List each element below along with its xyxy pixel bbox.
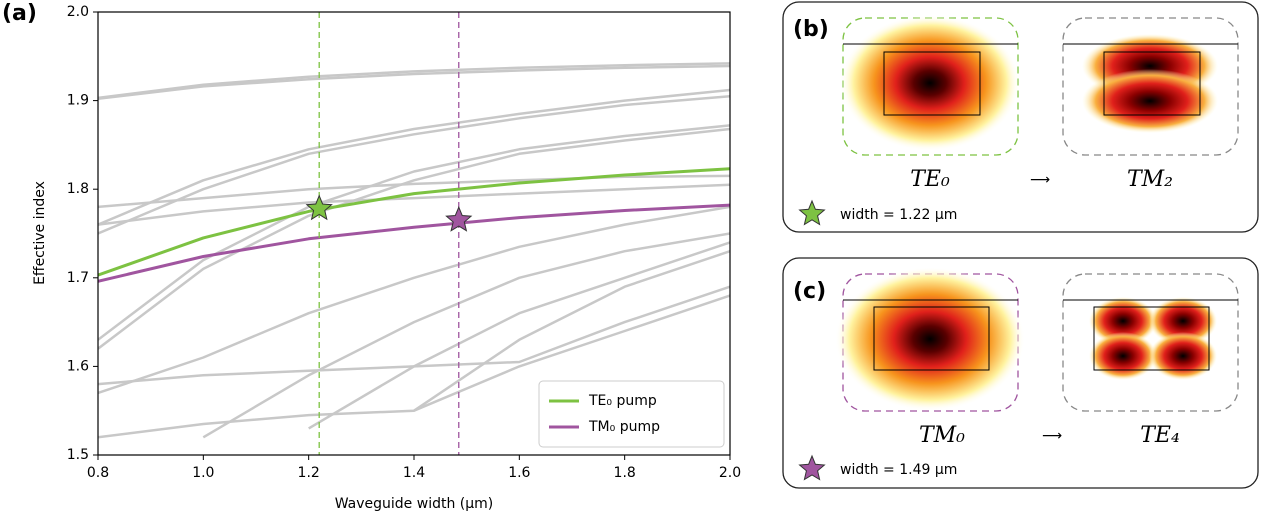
y-tick-label: 1.9 xyxy=(67,93,89,109)
panel-frame xyxy=(782,257,1259,489)
panel-frame xyxy=(782,1,1259,233)
mode-curve xyxy=(98,124,730,341)
star-icon xyxy=(798,454,826,481)
x-tick-label: 1.8 xyxy=(614,465,636,481)
mode-field xyxy=(1149,297,1217,345)
core-outline xyxy=(1093,306,1210,371)
core-outline xyxy=(1103,51,1201,116)
width-note: width = 1.49 µm xyxy=(840,462,957,478)
star-marker xyxy=(305,194,333,221)
mode-curve xyxy=(98,174,730,209)
mode-curve-highlight xyxy=(98,203,730,283)
x-tick-label: 1.2 xyxy=(298,465,320,481)
axes-frame xyxy=(97,11,731,456)
y-tick-label: 2.0 xyxy=(67,4,89,20)
mode-label: TE₀ xyxy=(910,167,950,192)
mode-curve xyxy=(413,250,730,412)
arrow: ⟶ xyxy=(1042,428,1062,444)
x-tick-label: 0.8 xyxy=(87,465,109,481)
mode-curve xyxy=(98,205,730,395)
panel-label: (a) xyxy=(2,1,37,26)
y-tick-label: 1.7 xyxy=(67,270,89,286)
x-tick-label: 2.0 xyxy=(719,465,741,481)
mode-curve xyxy=(98,285,730,386)
mode-frame xyxy=(1062,273,1239,412)
mode-field xyxy=(840,15,1020,151)
mode-curve xyxy=(202,232,730,439)
arrow: ⟶ xyxy=(1030,172,1050,188)
mode-label: TM₂ xyxy=(1127,167,1173,192)
panel-c: (c) TM₀ ⟶ TE₄ width = 1.49 µm xyxy=(782,257,1259,489)
star-icon xyxy=(798,199,826,226)
mode-field xyxy=(1089,332,1157,380)
x-tick-label: 1.0 xyxy=(192,465,214,481)
legend-label: TE₀ pump xyxy=(588,393,657,409)
mode-curve xyxy=(98,127,730,350)
mode-curve-highlight xyxy=(98,167,730,277)
x-tick-label: 1.6 xyxy=(508,465,530,481)
star-marker xyxy=(445,205,473,232)
mode-curve xyxy=(98,88,730,226)
y-tick-label: 1.5 xyxy=(67,447,89,463)
mode-field xyxy=(835,267,1025,411)
panel-label: (b) xyxy=(793,17,829,42)
y-axis-label: Effective index xyxy=(32,181,48,285)
core-outline xyxy=(883,51,981,116)
x-axis-label: Waveguide width (µm) xyxy=(335,496,494,512)
mode-field xyxy=(1149,332,1217,380)
y-tick-label: 1.6 xyxy=(67,358,89,374)
x-tick-label: 1.4 xyxy=(403,465,425,481)
mode-curve xyxy=(308,241,730,430)
width-note: width = 1.22 µm xyxy=(840,207,957,223)
mode-frame xyxy=(1062,17,1239,156)
legend-box xyxy=(538,380,725,448)
mode-curve xyxy=(98,94,730,235)
plot-area: 0.8 1.0 1.2 1.4 1.6 1.8 2.0 1.5 1.6 1.7 1.8 1.9 2.0 T… xyxy=(67,4,741,481)
legend-label: TM₀ pump xyxy=(588,419,660,435)
panel-b: (b) TE₀ ⟶ TM₂ width = 1.22 µm xyxy=(782,1,1259,233)
core-outline xyxy=(873,306,990,371)
mode-label: TM₀ xyxy=(919,423,965,448)
mode-curve xyxy=(98,183,730,226)
mode-field xyxy=(1082,69,1218,133)
panel-label: (c) xyxy=(793,279,826,304)
mode-label: TE₄ xyxy=(1140,423,1180,448)
mode-curve xyxy=(98,64,730,101)
y-tick-label: 1.8 xyxy=(67,181,89,197)
mode-curve xyxy=(98,62,730,100)
mode-field xyxy=(1089,297,1157,345)
